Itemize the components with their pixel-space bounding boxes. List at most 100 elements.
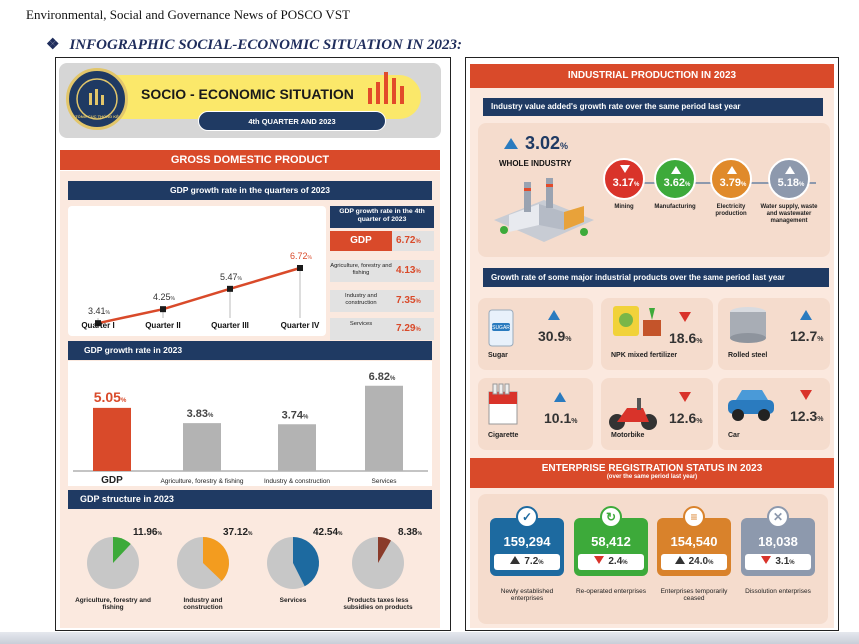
quarter-label: Quarter II — [145, 321, 181, 330]
q4-row-label: Industry and construction — [345, 293, 377, 306]
year-bar-value: 6.82% — [369, 371, 396, 383]
motorbike-icon — [609, 398, 657, 430]
product-card: 12.7% Rolled steel — [718, 298, 830, 370]
structure-pie-charts: 11.96% 37.12% 42.54% 8.38% — [87, 527, 422, 589]
logo-emblem-icon — [76, 78, 118, 120]
pie-slice — [203, 537, 230, 581]
pie-value-number: 11.96 — [133, 527, 158, 538]
product-icon-wrap — [724, 386, 778, 427]
enterprise-item: ↻ 58,412 2.4% Re-operated enterprises — [574, 506, 648, 624]
q4-row-value: 4.13% — [396, 265, 421, 276]
sector-value: 3.79% — [719, 177, 747, 189]
product-value: 18.6% — [669, 330, 703, 346]
q4-row-label: Agriculture, forestry and fishing — [330, 263, 392, 276]
q4-row: GDP 6.72% — [330, 231, 434, 251]
quarter-value: 4.25% — [153, 292, 176, 302]
pie-value-unit: % — [338, 531, 343, 537]
q4-row: Industry and construction 7.35% — [330, 290, 434, 312]
enterprise-count: 154,540 — [670, 534, 718, 549]
year-bar-unit: % — [303, 414, 309, 420]
product-icon-wrap — [726, 304, 770, 349]
car-icon — [728, 390, 774, 421]
banner-subtitle: 4th QUARTER AND 2023 — [198, 111, 386, 131]
quarter-value: 5.47% — [220, 272, 243, 282]
down-arrow-icon — [679, 312, 691, 322]
up-arrow-icon — [785, 166, 795, 174]
sector-value: 3.62% — [663, 177, 691, 189]
up-arrow-icon — [554, 392, 566, 402]
up-arrow-icon — [504, 138, 518, 149]
q4-row: Agriculture, forestry and fishing 4.13% — [330, 260, 434, 282]
year-bar-unit: % — [208, 413, 214, 419]
enterprise-count: 18,038 — [758, 534, 798, 549]
enterprise-count: 159,294 — [503, 534, 551, 549]
enterprise-label: Newly established enterprises — [500, 588, 554, 603]
enterprise-label: Enterprises temporarily ceased — [660, 588, 728, 603]
check-icon: ✓ — [516, 506, 538, 528]
product-label: Cigarette — [488, 432, 519, 439]
quarter-value-unit: % — [238, 276, 243, 282]
pie-value-number: 42.54 — [313, 527, 338, 538]
year-chart-title: GDP growth rate in 2023 — [68, 341, 432, 360]
sector-circle: 3.62% — [654, 158, 696, 200]
sugar-bag-text: SUGAR — [492, 325, 510, 331]
product-card: 18.6% NPK mixed fertilizer — [601, 298, 713, 370]
product-label: Car — [728, 432, 740, 439]
sector-item: 3.17% Mining — [603, 158, 659, 253]
structure-area: 11.96% 37.12% 42.54% 8.38% Agriculture, for… — [68, 513, 432, 623]
year-chart-area: 5.05% GDP 3.83% Agriculture, forestry & fis… — [68, 361, 432, 486]
product-label: Rolled steel — [728, 352, 768, 359]
quarter-value-number: 6.72 — [290, 251, 308, 261]
up-arrow-icon — [510, 556, 521, 564]
pie-slice — [113, 537, 131, 563]
year-bar-value: 3.74% — [282, 409, 309, 421]
up-arrow-icon — [800, 310, 812, 320]
quarter-label: Quarter I — [81, 321, 114, 330]
year-bar-label: GDP — [101, 475, 123, 486]
quarter-point — [227, 285, 233, 292]
rolled-steel-icon — [730, 307, 766, 343]
subtitle-text: INFOGRAPHIC SOCIAL-ECONOMIC SITUATION IN… — [69, 37, 463, 53]
up-arrow-icon — [548, 310, 560, 320]
product-label: Sugar — [488, 352, 508, 359]
enterprise-change: 3.1% — [745, 554, 811, 570]
pie-slice — [293, 537, 320, 587]
q4-row-label: Services — [349, 321, 373, 327]
enterprise-change: 2.4% — [578, 554, 644, 570]
logo-text: TỔNG CỤC THỐNG KÊ — [75, 114, 119, 119]
sugar-bag-icon: SUGAR — [488, 309, 514, 347]
year-bar — [183, 423, 221, 471]
pie-value-unit: % — [248, 531, 253, 537]
year-bar-value: 5.05% — [94, 389, 127, 405]
sector-circle: 3.17% — [603, 158, 645, 200]
year-bar-label: Industry & construction — [264, 478, 330, 485]
enterprise-label: Re-operated enterprises — [575, 588, 647, 595]
structure-title: GDP structure in 2023 — [68, 490, 432, 509]
year-bar-number: 3.74 — [282, 409, 304, 421]
ip-subtitle: Industry value added's growth rate over … — [483, 98, 823, 116]
sector-label: Electricity production — [715, 204, 747, 217]
product-icon-wrap — [609, 300, 665, 345]
sector-label: Manufacturing — [654, 204, 696, 210]
year-bar-number: 5.05 — [94, 389, 121, 405]
year-bar-unit: % — [121, 398, 127, 404]
close-icon: ✕ — [767, 506, 789, 528]
enterprise-label: Dissolution enterprises — [745, 588, 811, 595]
pie-label: Products taxes less subsidies on product… — [343, 597, 413, 612]
year-bar — [365, 385, 403, 471]
pie-value: 42.54% — [313, 527, 343, 538]
whole-industry-label: WHOLE INDUSTRY — [499, 159, 572, 168]
cigarette-pack-icon — [488, 383, 518, 425]
sector-item: 3.79% Electricity production — [710, 158, 766, 253]
quarters-line-chart: 3.41% Quarter I 4.25% Quarter II 5.47% Quarte… — [80, 251, 320, 355]
sector-item: 3.62% Manufacturing — [654, 158, 710, 253]
product-card: 12.3% Car — [718, 378, 830, 450]
banner-subtitle-text: 4th QUARTER AND 2023 — [248, 117, 336, 126]
product-card: SUGAR 30.9% Sugar — [478, 298, 593, 370]
quarter-label: Quarter IV — [281, 321, 320, 330]
quarter-value: 3.41% — [88, 306, 111, 316]
product-value: 12.7% — [790, 328, 824, 344]
year-bar-value: 3.83% — [187, 408, 214, 420]
year-bar-unit: % — [390, 376, 396, 382]
product-label: NPK mixed fertilizer — [611, 352, 678, 359]
